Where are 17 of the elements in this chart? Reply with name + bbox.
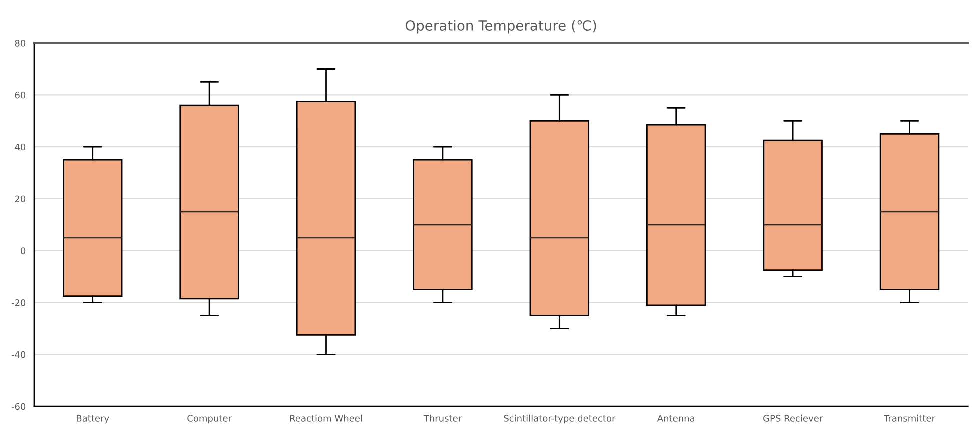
y-tick-label: -20 <box>12 300 26 306</box>
x-tick-label: Thruster <box>424 414 462 422</box>
x-tick-label: Reactiom Wheel <box>290 414 362 422</box>
y-tick-label: 60 <box>15 92 26 99</box>
x-tick-label: Computer <box>188 415 232 424</box>
y-tick-label: -40 <box>12 351 26 358</box>
chart-title: Operation Temperature (℃) <box>406 20 596 34</box>
y-tick-label: 20 <box>15 196 26 203</box>
y-tick-label: 40 <box>15 144 26 151</box>
x-tick-label: GPS Reciever <box>764 414 824 422</box>
x-tick-label: Antenna <box>657 415 695 422</box>
y-tick-label: -60 <box>12 403 26 410</box>
x-tick-label: Scintillator-type detector <box>504 414 616 424</box>
x-tick-label: Battery <box>77 415 110 424</box>
y-tick-label: 0 <box>21 248 26 254</box>
y-tick-label: 80 <box>15 40 26 47</box>
x-tick-label: Transmitter <box>884 414 936 422</box>
